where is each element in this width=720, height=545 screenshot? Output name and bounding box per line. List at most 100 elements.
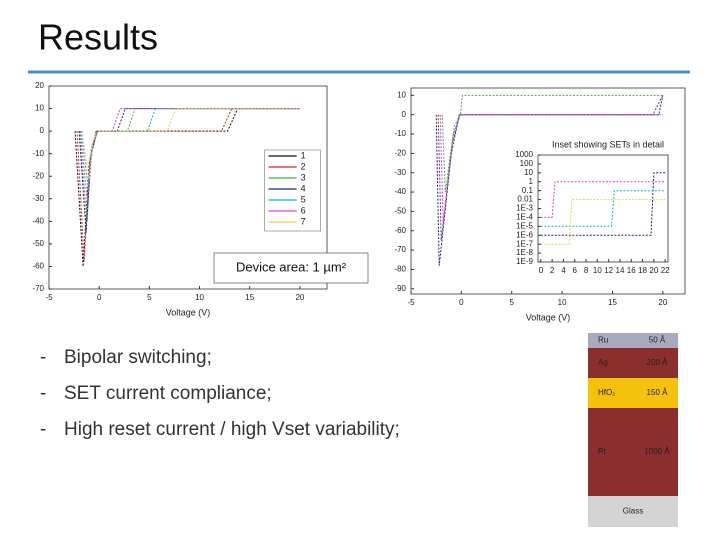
y-tick-label: 1E-7: [516, 239, 533, 248]
legend-box: [264, 149, 321, 232]
y-tick-label: 1E-5: [516, 221, 533, 230]
legend-label: 1: [301, 150, 306, 160]
x-tick-label: 10: [558, 298, 567, 307]
x-tick-label: 0: [459, 298, 464, 307]
plot-frame: [410, 87, 686, 295]
series-line: [441, 94, 663, 193]
y-tick-label: -80: [394, 265, 406, 274]
y-tick-label: 0: [402, 110, 407, 119]
x-axis-label: Voltage (V): [166, 307, 211, 317]
layer: [588, 348, 678, 378]
slide-title: Results: [38, 17, 158, 58]
y-tick-label: -70: [394, 245, 406, 254]
x-tick-label: 20: [295, 293, 304, 302]
x-tick-label: 10: [195, 293, 204, 302]
y-tick-label: -40: [394, 187, 406, 196]
y-tick-label: 1E-6: [516, 230, 533, 239]
series-line: [540, 199, 666, 245]
series-line: [81, 108, 300, 181]
layer-name: Ru: [598, 336, 608, 345]
series-line: [435, 95, 664, 266]
x-tick-label: 14: [616, 266, 625, 275]
x-tick-label: 15: [245, 293, 254, 302]
legend-label: 4: [301, 183, 306, 193]
layer-name: HfO₂: [598, 388, 615, 397]
y-tick-label: 20: [35, 81, 44, 90]
x-tick-label: 8: [584, 266, 589, 275]
x-tick-label: 2: [550, 266, 555, 275]
x-tick-label: 10: [593, 266, 602, 275]
x-tick-label: 0: [97, 293, 102, 302]
bullet-dash: -: [40, 347, 46, 368]
y-tick-label: 1: [529, 177, 534, 186]
y-tick-label: 1E-3: [516, 204, 533, 213]
y-tick-label: 0.01: [517, 195, 533, 204]
x-tick-label: 22: [661, 266, 670, 275]
x-tick-label: 12: [604, 266, 613, 275]
y-tick-label: -60: [394, 226, 406, 235]
y-tick-label: -40: [32, 216, 44, 225]
y-tick-label: -20: [32, 171, 44, 180]
layer-thickness: 200 Å: [647, 358, 669, 367]
series-line: [540, 190, 666, 227]
layer-thickness: 150 Å: [647, 388, 669, 397]
y-tick-label: -10: [32, 149, 44, 158]
x-tick-label: 4: [561, 266, 566, 275]
plot-frame: [48, 85, 328, 290]
bullet-text: Bipolar switching;: [64, 347, 212, 368]
layer: [588, 408, 678, 496]
layer: [588, 333, 678, 348]
series-line: [540, 172, 666, 236]
inset-title: Inset showing SETs in detail: [552, 139, 664, 149]
y-tick-label: 0.1: [522, 186, 534, 195]
layer-stack: Ru 50 Å Ag 200 Å HfO₂ 150 Å Pt 1000 Å Glass: [588, 333, 678, 527]
bullet-text: SET current compliance;: [64, 383, 272, 404]
bullet-text: High reset current / high Vset variabili…: [64, 419, 400, 440]
series-line: [80, 108, 300, 188]
bullet-dash: -: [40, 383, 46, 404]
x-tick-label: 16: [627, 266, 636, 275]
y-tick-label: 10: [35, 104, 44, 113]
y-tick-label: 1E-9: [516, 257, 533, 266]
y-tick-label: 1E-8: [516, 248, 533, 257]
y-tick-label: -60: [32, 262, 44, 271]
x-tick-label: 0: [539, 266, 544, 275]
series-line: [79, 108, 300, 199]
x-tick-label: -5: [45, 293, 53, 302]
layer: [588, 496, 678, 527]
layer-thickness: 1000 Å: [644, 447, 670, 456]
y-tick-label: 0: [40, 126, 45, 135]
x-tick-label: 15: [608, 298, 617, 307]
series-line: [78, 108, 300, 233]
x-tick-label: 6: [573, 266, 578, 275]
layer-thickness: 50 Å: [649, 336, 666, 345]
layer: [588, 378, 678, 408]
y-tick-label: 10: [397, 90, 406, 99]
x-tick-label: -5: [407, 298, 415, 307]
series-line: [437, 95, 664, 241]
y-tick-label: -50: [32, 239, 44, 248]
x-tick-label: 5: [147, 293, 152, 302]
layer-name: Pt: [598, 447, 606, 456]
y-tick-label: 100: [520, 159, 534, 168]
y-tick-label: -70: [32, 284, 44, 293]
y-tick-label: 10: [524, 168, 533, 177]
layer-name: Ag: [598, 358, 608, 367]
y-tick-label: -20: [394, 148, 406, 157]
y-tick-label: -10: [394, 129, 406, 138]
legend-label: 2: [301, 161, 306, 171]
x-tick-label: 20: [658, 298, 667, 307]
y-tick-label: 1000: [515, 150, 533, 159]
x-tick-label: 20: [649, 266, 658, 275]
series-line: [540, 181, 666, 218]
x-tick-label: 18: [638, 266, 647, 275]
y-tick-label: -30: [394, 168, 406, 177]
series-line: [439, 114, 663, 222]
x-axis-label: Voltage (V): [526, 312, 571, 322]
bullet-dash: -: [40, 419, 46, 440]
legend-label: 3: [301, 172, 306, 182]
legend-label: 7: [301, 216, 306, 226]
